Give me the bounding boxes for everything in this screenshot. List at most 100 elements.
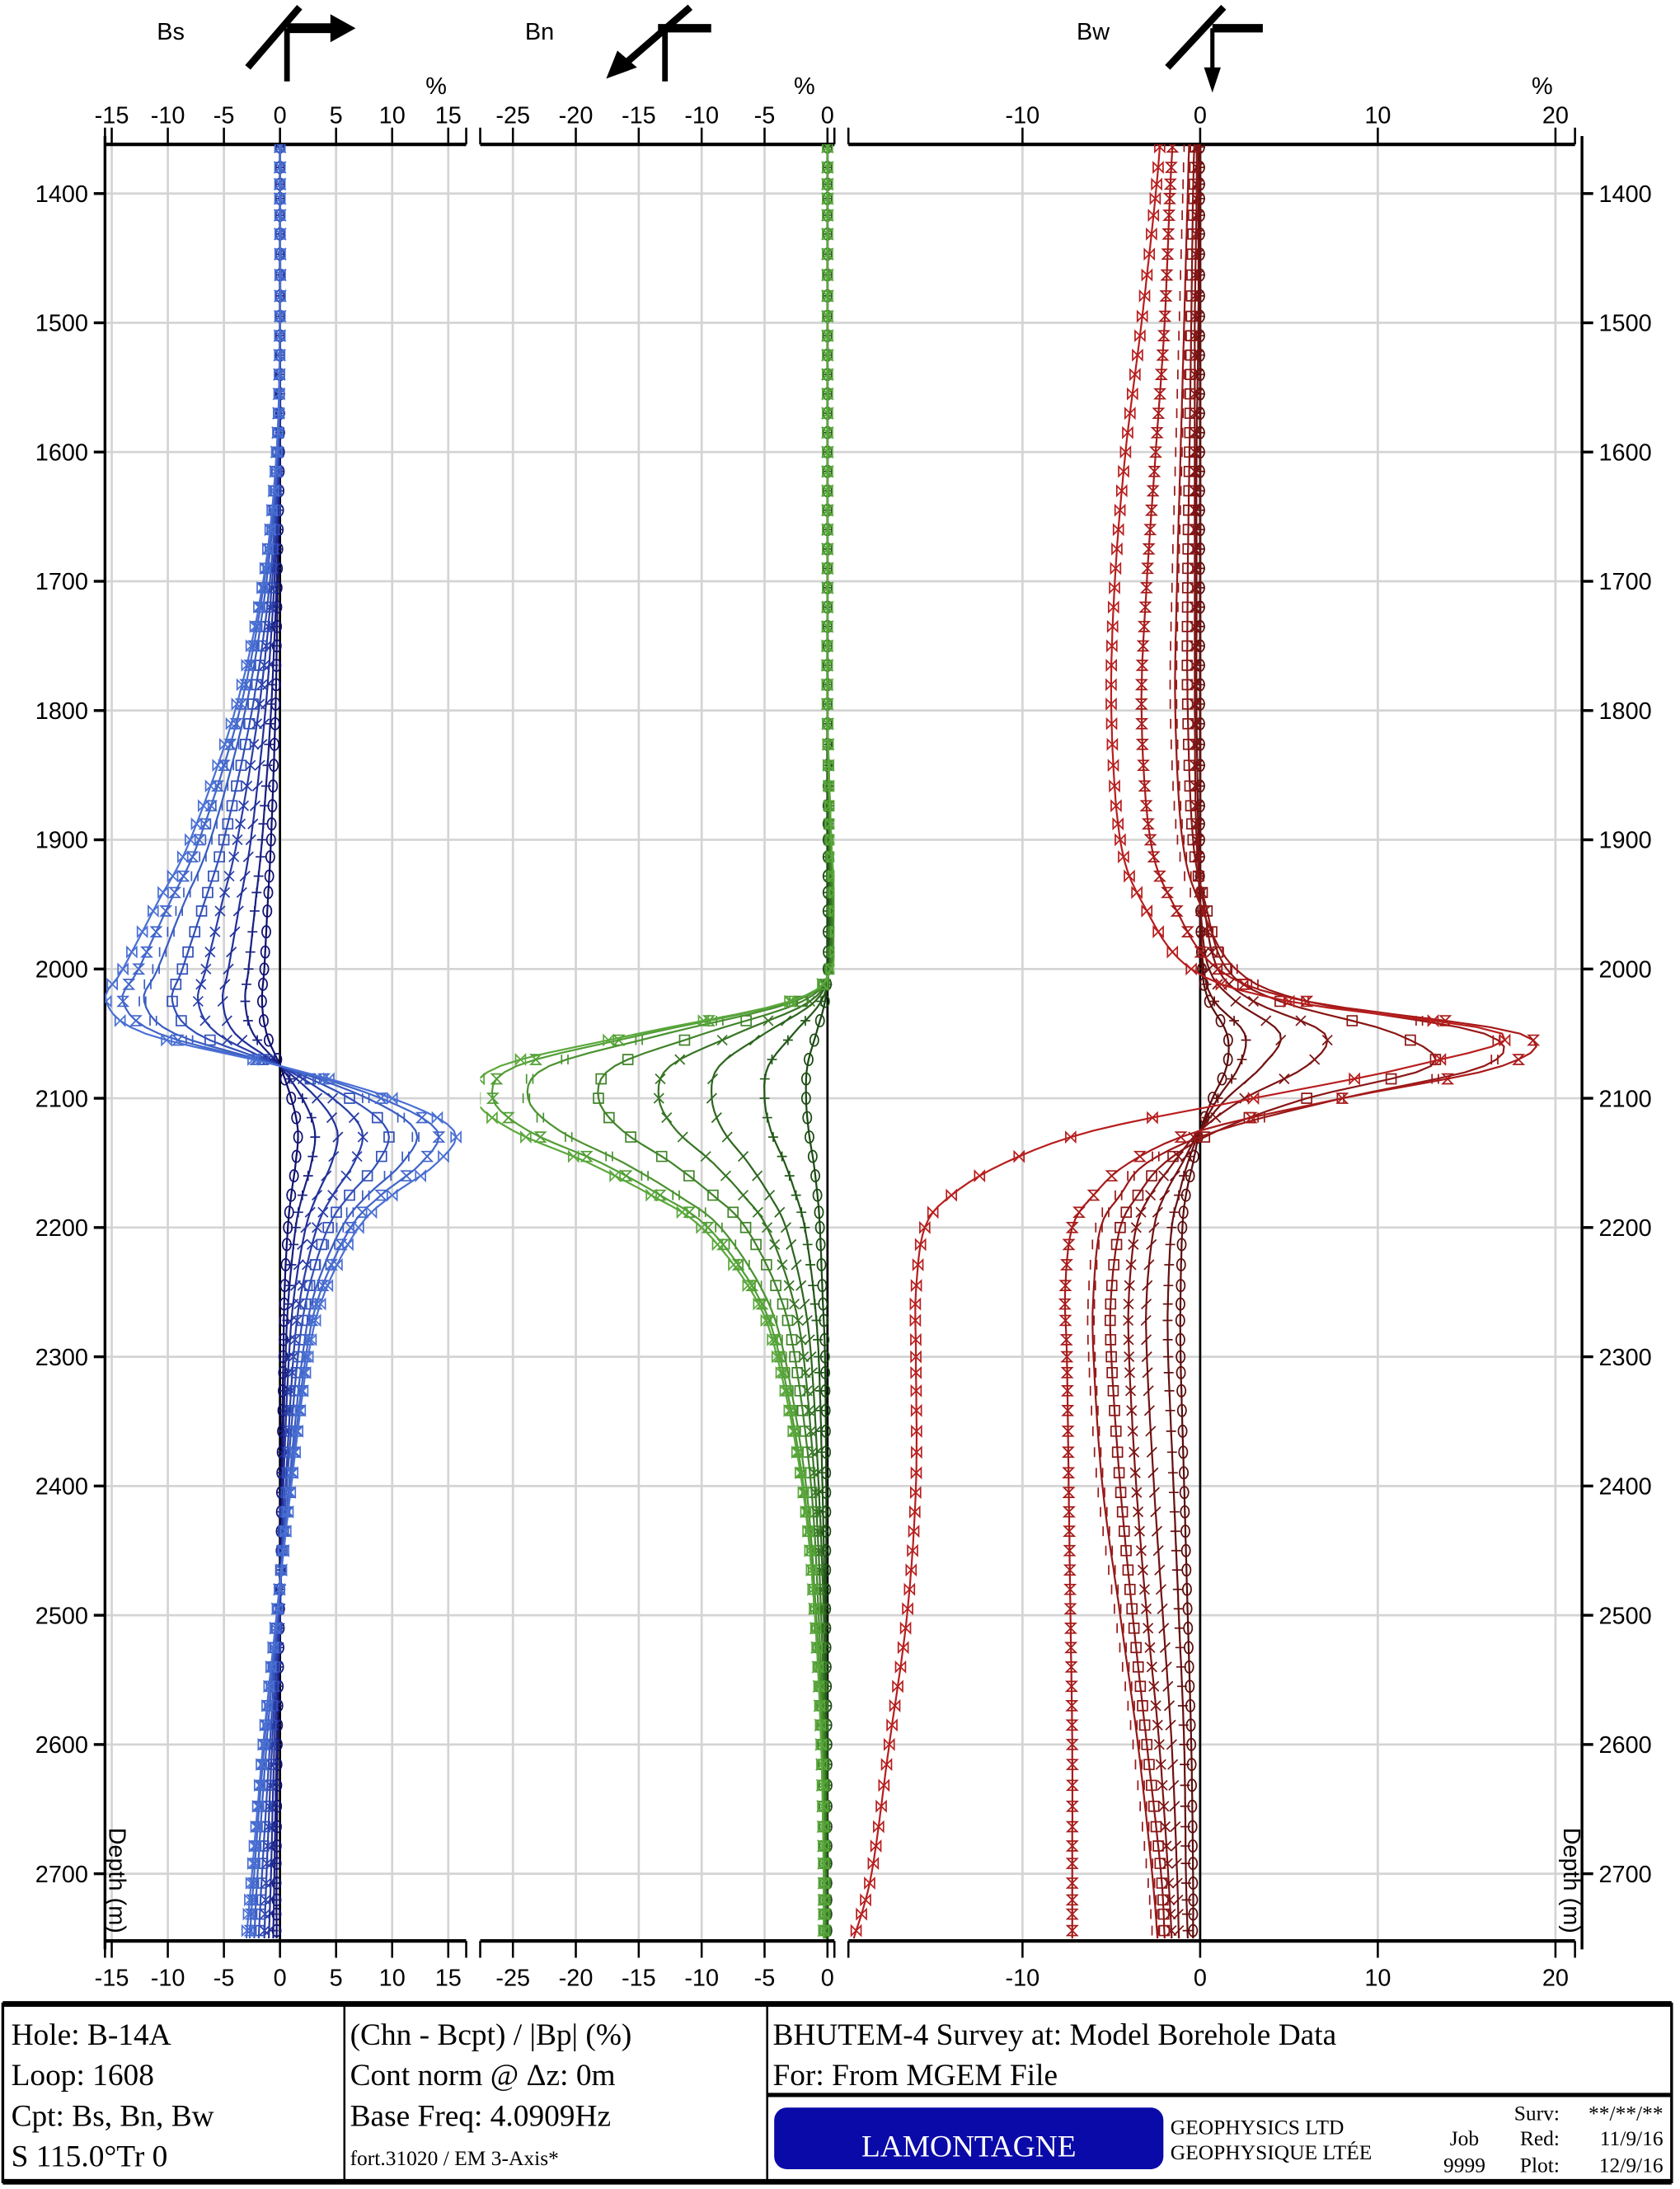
data-point-marker xyxy=(1175,1332,1185,1346)
data-point-marker xyxy=(1059,1259,1073,1271)
data-point-marker xyxy=(321,1279,334,1293)
data-point-marker xyxy=(132,963,146,975)
data-point-marker xyxy=(1213,1093,1223,1104)
data-point-marker xyxy=(1132,1739,1141,1750)
data-point-marker xyxy=(609,1169,621,1183)
data-point-marker xyxy=(1182,562,1194,575)
depth-tick-label-right: 1900 xyxy=(1598,828,1651,854)
data-point-marker xyxy=(1143,1259,1155,1271)
data-point-marker xyxy=(232,905,244,917)
data-point-marker xyxy=(1159,290,1173,302)
data-point-marker xyxy=(795,1280,807,1291)
value-tick-label-bottom: -5 xyxy=(214,1965,235,1991)
data-point-marker xyxy=(486,1092,500,1104)
data-point-marker xyxy=(809,1621,822,1635)
data-point-marker xyxy=(1179,1739,1190,1750)
data-point-marker xyxy=(786,1238,797,1251)
data-point-marker xyxy=(1180,1878,1191,1888)
data-point-marker xyxy=(603,1111,615,1124)
data-point-marker xyxy=(1182,718,1194,730)
data-point-marker xyxy=(1194,1132,1202,1143)
data-point-marker xyxy=(1222,1033,1233,1047)
data-point-marker xyxy=(249,905,260,916)
data-point-marker xyxy=(752,1170,763,1181)
data-point-marker xyxy=(1215,977,1227,991)
data-point-marker xyxy=(232,739,240,749)
data-point-marker xyxy=(1172,781,1180,792)
data-point-marker xyxy=(256,739,268,750)
data-point-marker xyxy=(1115,1190,1123,1200)
data-point-marker xyxy=(1184,407,1196,420)
data-point-marker xyxy=(242,1907,255,1921)
data-point-marker xyxy=(202,886,214,899)
data-point-marker xyxy=(1130,1222,1142,1233)
data-point-marker xyxy=(828,905,830,916)
data-point-marker xyxy=(136,925,148,939)
data-point-marker xyxy=(237,800,250,811)
data-point-marker xyxy=(1190,621,1203,632)
data-point-marker xyxy=(217,759,231,772)
data-point-marker xyxy=(1107,1385,1119,1397)
data-point-marker xyxy=(1179,1486,1190,1500)
data-point-marker xyxy=(243,718,256,730)
data-point-marker xyxy=(143,979,152,989)
data-point-marker xyxy=(1185,818,1198,830)
data-point-marker xyxy=(182,946,194,958)
data-point-marker xyxy=(1301,1092,1312,1104)
value-tick-label-bottom: -15 xyxy=(95,1965,129,1991)
data-point-marker xyxy=(1499,1033,1511,1047)
data-point-marker xyxy=(1244,1111,1258,1124)
data-point-marker xyxy=(327,1092,339,1104)
data-point-marker xyxy=(1184,871,1192,881)
data-point-marker xyxy=(265,850,275,864)
data-point-marker xyxy=(1158,1801,1170,1812)
data-point-marker xyxy=(780,1222,791,1233)
depth-tick-label-left: 1400 xyxy=(35,181,88,208)
data-point-marker xyxy=(1141,1334,1152,1346)
data-point-marker xyxy=(1171,602,1179,613)
data-point-marker xyxy=(1115,484,1128,498)
data-point-marker xyxy=(362,1093,370,1104)
data-point-marker xyxy=(267,679,278,690)
value-tick-label-top: 15 xyxy=(435,103,462,129)
red-date: 11/9/16 xyxy=(1600,2126,1664,2150)
data-point-marker xyxy=(1134,329,1146,343)
data-point-marker xyxy=(253,601,267,613)
data-point-marker xyxy=(1170,1526,1180,1537)
data-point-marker xyxy=(927,1205,939,1219)
data-point-marker xyxy=(1124,1280,1135,1291)
series-bs-bowtie xyxy=(105,144,462,1939)
data-point-marker xyxy=(323,1072,335,1086)
data-point-marker xyxy=(1182,179,1190,190)
data-point-marker xyxy=(828,885,835,900)
data-point-marker xyxy=(1165,1405,1176,1416)
data-point-marker xyxy=(1185,800,1197,812)
data-point-marker xyxy=(263,660,275,671)
data-point-marker xyxy=(1105,658,1117,672)
data-point-marker xyxy=(1159,1190,1171,1201)
data-point-marker xyxy=(1105,697,1117,711)
data-point-marker xyxy=(383,1131,395,1143)
series-bn-hourglass xyxy=(486,144,835,1939)
plot-label: Plot: xyxy=(1520,2153,1560,2177)
data-point-marker xyxy=(809,1299,820,1309)
data-point-marker xyxy=(264,523,276,537)
data-point-marker xyxy=(767,1055,777,1064)
data-point-marker xyxy=(1151,1925,1160,1936)
data-point-marker xyxy=(344,1222,358,1233)
data-point-marker xyxy=(1190,466,1203,477)
data-point-marker xyxy=(480,1072,485,1086)
data-point-marker xyxy=(655,1073,666,1085)
data-point-marker xyxy=(822,425,833,439)
data-point-marker xyxy=(810,1169,820,1183)
data-point-marker xyxy=(231,697,243,711)
data-point-marker xyxy=(1091,1405,1099,1416)
series-line xyxy=(597,144,834,1939)
data-point-marker xyxy=(117,962,129,976)
data-point-marker xyxy=(1134,679,1148,691)
data-point-marker xyxy=(176,870,190,882)
data-point-marker xyxy=(286,1260,297,1270)
data-point-marker xyxy=(253,1778,265,1792)
